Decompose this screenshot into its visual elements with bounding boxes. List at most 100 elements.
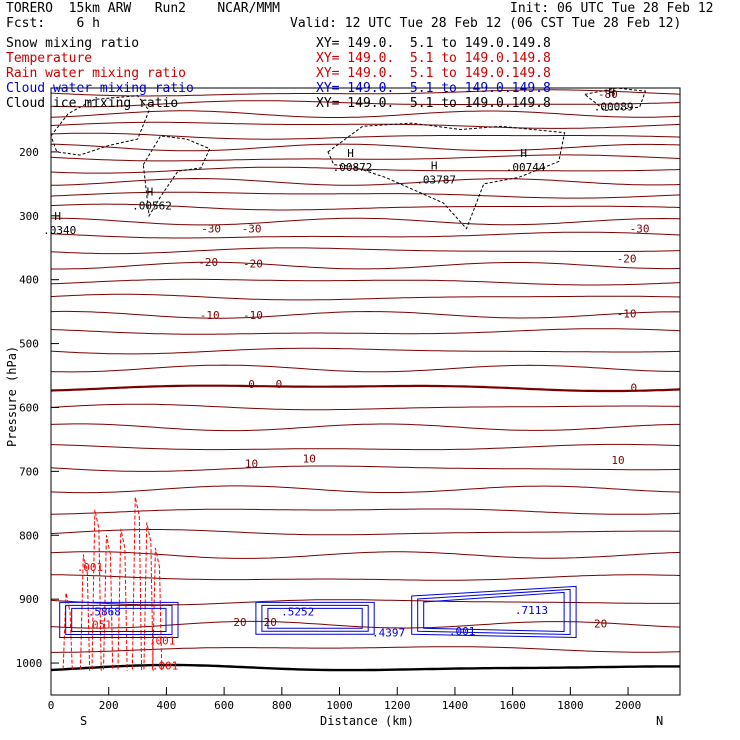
high-marker: H bbox=[147, 185, 154, 198]
endpoint-right: N bbox=[656, 714, 664, 728]
isotherm-line bbox=[51, 261, 681, 270]
isotherm-line bbox=[50, 166, 681, 174]
high-marker: H bbox=[520, 147, 527, 160]
temperature-label: 10 bbox=[303, 453, 316, 466]
model-title: TORERO 15km ARW Run2 NCAR/MMM bbox=[6, 1, 280, 16]
x-tick-label: 1200 bbox=[384, 699, 411, 712]
rain-label: .051 bbox=[85, 619, 112, 632]
cloud-water-contour bbox=[261, 604, 369, 632]
rain-contour bbox=[131, 496, 143, 671]
rain-contours bbox=[62, 496, 163, 671]
cloud-water-contour bbox=[417, 588, 571, 636]
cloud-water-contour bbox=[65, 604, 173, 635]
cloud-water-label: .001 bbox=[449, 625, 476, 638]
isotherm-line bbox=[50, 143, 681, 152]
x-tick-label: 200 bbox=[99, 699, 119, 712]
rain-label: .001 bbox=[149, 635, 176, 648]
rain-contour bbox=[117, 528, 128, 671]
cloud-water-label: .5252 bbox=[281, 605, 314, 618]
legend-xy-rain: XY= 149.0. 5.1 to 149.0.149.8 bbox=[316, 66, 551, 81]
isotherm-line bbox=[50, 100, 681, 108]
chart-axes: 0 200 400 600 800 1000 1200 1400 1600 1800 2000200… bbox=[16, 87, 681, 712]
isotherm-line bbox=[50, 89, 681, 97]
temperature-label: -20 bbox=[617, 253, 637, 266]
y-tick-label: 900 bbox=[19, 593, 39, 606]
x-tick-label: 1800 bbox=[557, 699, 584, 712]
snow-max-label: .00089 bbox=[594, 100, 634, 113]
x-tick-label: 2000 bbox=[615, 699, 642, 712]
isotherm-line bbox=[50, 529, 681, 536]
plot-frame bbox=[50, 87, 681, 696]
temperature-label: -10 bbox=[200, 309, 220, 322]
isotherm-line bbox=[50, 217, 681, 226]
snow-max-label: .0340 bbox=[43, 224, 76, 237]
snow-max-label: .03787 bbox=[416, 173, 456, 186]
snow-contour bbox=[142, 135, 211, 218]
temperature-label: -80 bbox=[598, 88, 618, 101]
isotherm-line bbox=[50, 443, 681, 451]
snow-max-label: .00872 bbox=[333, 161, 373, 174]
isotherm-line bbox=[50, 485, 681, 494]
legend-temperature: Temperature bbox=[6, 51, 93, 66]
isotherm-line bbox=[50, 247, 681, 255]
valid-time: Valid: 12 UTC Tue 28 Feb 12 (06 CST Tue … bbox=[290, 16, 682, 31]
x-tick-label: 1600 bbox=[499, 699, 526, 712]
rain-contour bbox=[79, 554, 91, 671]
temperature-label: 0 bbox=[248, 378, 255, 391]
isotherm-line bbox=[50, 278, 681, 286]
isotherm-line bbox=[50, 132, 681, 140]
isotherm-line bbox=[50, 508, 681, 515]
init-time: Init: 06 UTC Tue 28 Feb 12 bbox=[510, 1, 714, 16]
y-tick-label: 600 bbox=[19, 401, 39, 414]
cloud-water-contour bbox=[411, 585, 577, 639]
isotherm-line bbox=[50, 574, 681, 581]
isotherm-line bbox=[50, 347, 681, 355]
rain-label: .001 bbox=[152, 660, 179, 673]
isotherm-line bbox=[50, 293, 681, 301]
temperature-label: 0 bbox=[631, 382, 638, 395]
cloud-water-label: .4397 bbox=[372, 626, 405, 639]
temperature-label: 10 bbox=[611, 454, 624, 467]
cloud-water-contour bbox=[423, 591, 565, 633]
isotherm-line bbox=[50, 465, 681, 472]
legend-xy-snow: XY= 149.0. 5.1 to 149.0.149.8 bbox=[316, 36, 551, 51]
isotherm-line bbox=[50, 663, 680, 672]
cloud-water-contour bbox=[71, 607, 167, 632]
x-tick-label: 400 bbox=[156, 699, 176, 712]
cloud-water-label: .5868 bbox=[88, 605, 121, 618]
isotherm-line bbox=[51, 646, 681, 653]
snow-contour bbox=[327, 122, 566, 230]
rain-contour bbox=[62, 592, 73, 671]
temperature-label: 20 bbox=[233, 616, 246, 629]
y-tick-label: 400 bbox=[19, 274, 39, 287]
y-tick-label: 700 bbox=[19, 465, 39, 478]
snow-max-label: .00744 bbox=[506, 161, 546, 174]
x-tick-label: 800 bbox=[272, 699, 292, 712]
snow-contours bbox=[50, 87, 647, 230]
x-tick-label: 600 bbox=[214, 699, 234, 712]
cloud-water-contour bbox=[267, 607, 363, 629]
isotherm-line bbox=[50, 328, 681, 335]
temperature-contours bbox=[50, 89, 681, 672]
cloud-water-contours bbox=[59, 585, 577, 639]
temperature-label: -20 bbox=[243, 258, 263, 271]
high-marker: H bbox=[347, 147, 354, 160]
x-tick-label: 1000 bbox=[326, 699, 353, 712]
y-tick-label: 500 bbox=[19, 338, 39, 351]
isotherm-line bbox=[50, 310, 681, 319]
isotherm-line bbox=[50, 620, 681, 629]
isotherm-line bbox=[50, 110, 681, 118]
isotherm-line bbox=[50, 121, 681, 129]
temperature-label: 10 bbox=[245, 458, 258, 471]
cloud-water-contour bbox=[59, 601, 179, 638]
legend-rain: Rain water mixing ratio bbox=[6, 66, 187, 81]
isotherm-line bbox=[50, 231, 681, 239]
x-axis-label: Distance (km) bbox=[320, 714, 414, 728]
isotherm-line bbox=[50, 423, 680, 432]
isotherm-line bbox=[50, 364, 681, 373]
rain-contour bbox=[143, 522, 154, 671]
temperature-label: -10 bbox=[617, 308, 637, 321]
temperature-label: -20 bbox=[198, 256, 218, 269]
temperature-label: -30 bbox=[201, 223, 221, 236]
contour-labels: -80 -30 -30 -30 -20 -20 -20 -10 -10 -10 0 0 0 10 10 10 2… bbox=[43, 86, 649, 672]
